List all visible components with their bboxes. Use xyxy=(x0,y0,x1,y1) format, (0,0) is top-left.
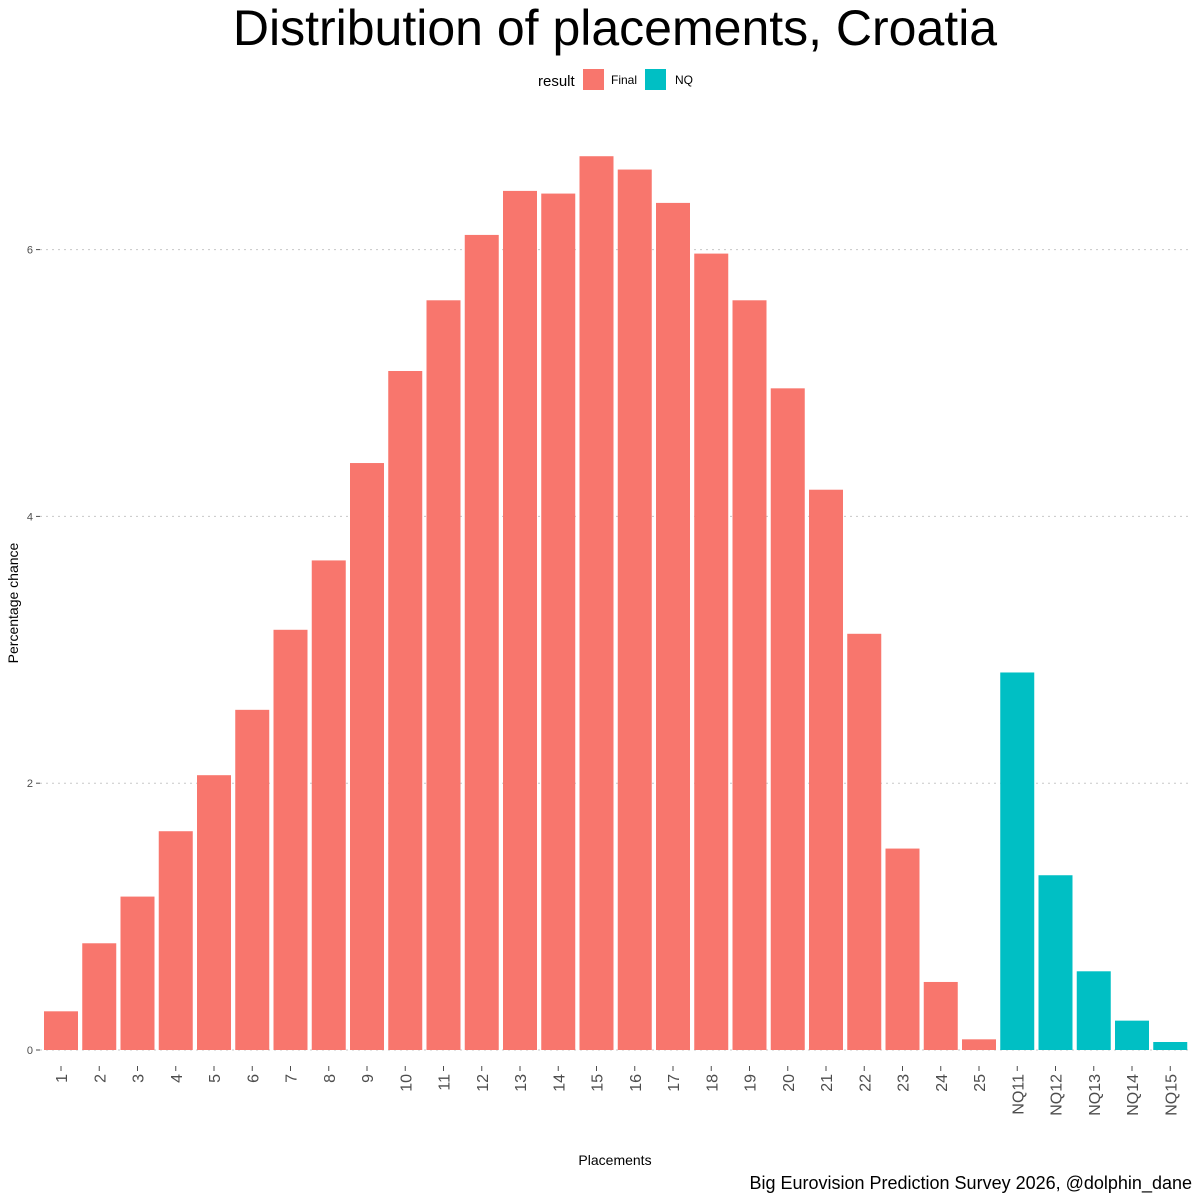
bar-NQ14 xyxy=(1115,1020,1149,1050)
x-tick-label: 6 xyxy=(245,1074,262,1083)
legend-title: result xyxy=(538,73,576,90)
x-tick-label: NQ15 xyxy=(1163,1074,1180,1116)
x-tick-label: 21 xyxy=(819,1074,836,1092)
y-axis: 0 2 4 6 xyxy=(27,245,40,1057)
x-tick-label: 3 xyxy=(131,1074,148,1083)
bar-9 xyxy=(350,463,384,1050)
bar-NQ15 xyxy=(1153,1041,1188,1050)
y-tick-label: 2 xyxy=(27,778,33,790)
x-tick-label: 8 xyxy=(322,1074,339,1083)
x-tick-label: 22 xyxy=(857,1074,874,1092)
bar-5 xyxy=(197,775,231,1050)
bar-10 xyxy=(388,370,423,1050)
legend-label-nq: NQ xyxy=(675,73,693,87)
x-tick-label: 23 xyxy=(896,1074,913,1092)
bar-21 xyxy=(809,489,843,1051)
bar-1 xyxy=(44,1011,78,1050)
x-tick-label: 5 xyxy=(207,1074,224,1083)
legend: result Final NQ xyxy=(538,69,693,90)
x-tick-label: 25 xyxy=(972,1074,989,1092)
gridlines xyxy=(40,249,1192,1051)
x-tick-label: 24 xyxy=(934,1074,951,1092)
x-tick-label: 4 xyxy=(169,1074,186,1083)
bar-14 xyxy=(541,193,576,1050)
bar-23 xyxy=(885,848,920,1050)
legend-swatch-nq xyxy=(645,69,666,90)
bar-NQ12 xyxy=(1038,875,1073,1050)
legend-swatch-final xyxy=(583,69,604,90)
x-tick-label: 19 xyxy=(743,1074,760,1092)
bar-8 xyxy=(311,560,346,1050)
bar-12 xyxy=(464,234,499,1050)
x-axis: 1 2 3 4 5 6 7 8 9 10 11 12 13 14 15 16 17 18 19 20 21 22 23 24 2… xyxy=(54,1066,1180,1116)
bars xyxy=(44,156,1188,1051)
x-tick-label: 10 xyxy=(398,1074,415,1092)
y-tick-label: 4 xyxy=(27,511,33,523)
bar-7 xyxy=(273,629,308,1050)
bar-22 xyxy=(847,633,882,1050)
chart-caption: Big Eurovision Prediction Survey 2026, @… xyxy=(749,1173,1192,1194)
x-tick-label: NQ12 xyxy=(1049,1074,1066,1116)
x-tick-label: 15 xyxy=(590,1074,607,1092)
bar-17 xyxy=(656,202,690,1050)
chart-title: Distribution of placements, Croatia xyxy=(233,0,997,56)
bar-NQ11 xyxy=(1000,672,1035,1050)
x-tick-label: 18 xyxy=(704,1074,721,1092)
bar-16 xyxy=(617,169,652,1050)
x-tick-label: 12 xyxy=(475,1074,492,1092)
x-tick-label: NQ11 xyxy=(1010,1074,1027,1115)
x-tick-label: 14 xyxy=(551,1074,568,1092)
bar-2 xyxy=(82,943,117,1050)
bar-NQ13 xyxy=(1076,971,1111,1050)
bar-19 xyxy=(732,300,767,1050)
legend-label-final: Final xyxy=(611,73,637,87)
bar-24 xyxy=(923,981,958,1050)
x-tick-label: 13 xyxy=(513,1074,530,1092)
bar-6 xyxy=(235,709,270,1050)
x-tick-label: 2 xyxy=(92,1074,109,1083)
y-tick-label: 6 xyxy=(27,245,33,257)
bar-15 xyxy=(579,156,614,1051)
x-tick-label: 20 xyxy=(781,1074,798,1092)
bar-13 xyxy=(503,190,537,1051)
bar-4 xyxy=(158,831,193,1050)
bar-3 xyxy=(120,896,155,1050)
x-tick-label: 1 xyxy=(54,1074,71,1083)
x-tick-label: 9 xyxy=(360,1074,377,1083)
bar-20 xyxy=(770,388,805,1050)
x-tick-label: 11 xyxy=(437,1074,454,1091)
bar-25 xyxy=(962,1039,996,1050)
y-tick-label: 0 xyxy=(27,1045,33,1057)
x-tick-label: 7 xyxy=(284,1074,301,1083)
x-axis-title: Placements xyxy=(578,1152,651,1168)
y-axis-title: Percentage chance xyxy=(5,542,21,663)
x-tick-label: NQ13 xyxy=(1087,1074,1104,1116)
x-tick-label: 17 xyxy=(666,1074,683,1092)
bar-11 xyxy=(426,300,461,1050)
bar-18 xyxy=(694,253,729,1051)
x-tick-label: NQ14 xyxy=(1125,1074,1142,1116)
x-tick-label: 16 xyxy=(628,1074,645,1092)
